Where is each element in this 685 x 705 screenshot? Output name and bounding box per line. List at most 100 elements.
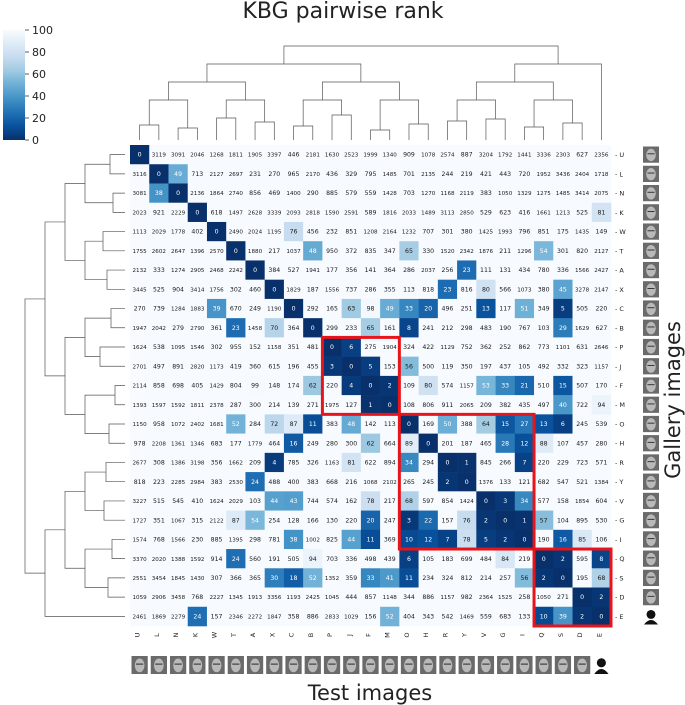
cell-value: 364 (384, 267, 396, 274)
heatmap-cell (283, 337, 304, 357)
heatmap-cell (380, 260, 400, 280)
cell-value: 443 (499, 171, 511, 178)
face-thumbnail (189, 656, 206, 674)
heatmap-cell (514, 529, 535, 550)
dendrogram-link (103, 500, 125, 521)
cell-value: 2127 (209, 172, 224, 178)
cell-value: 2602 (152, 249, 166, 255)
cell-value: 795 (365, 171, 377, 178)
cell-value: 1213 (556, 210, 571, 216)
face-thumbnail (643, 569, 659, 587)
cell-value: 444 (345, 594, 357, 601)
col-tick-label: I (518, 634, 526, 636)
heatmap-cell (437, 221, 458, 242)
heatmap-cell (380, 202, 400, 223)
cell-value: 40 (559, 402, 567, 409)
cell-value: 2 (445, 479, 449, 486)
face-thumbnail (643, 492, 659, 510)
cell-value: 434 (519, 267, 531, 274)
heatmap-cell (418, 414, 439, 434)
heatmap-cell (591, 568, 612, 588)
dendrogram-link (111, 539, 125, 560)
heatmap-cell (168, 241, 189, 261)
heatmap-cell (264, 433, 285, 454)
cell-value: 54 (540, 248, 548, 255)
heatmap-cell (245, 337, 265, 357)
cell-value: 2132 (132, 268, 146, 274)
heatmap-cell (206, 510, 227, 531)
cell-value: 1429 (209, 384, 224, 390)
heatmap-cell (457, 549, 477, 569)
cell-value: 422 (422, 344, 434, 351)
cell-value: 3 (330, 363, 334, 370)
dendrogram-link (475, 81, 554, 100)
cell-value: 384 (268, 267, 280, 274)
cell-value: 521 (576, 479, 588, 486)
heatmap-cell (264, 164, 285, 184)
heatmap-cell (226, 337, 246, 357)
cell-value: 0 (349, 363, 353, 370)
cell-value: 0 (580, 594, 584, 601)
heatmap-cell (476, 549, 496, 569)
heatmap-cell (437, 529, 458, 550)
heatmap-cell (437, 433, 458, 454)
heatmap-cell (149, 318, 169, 338)
heatmap-cell (476, 279, 496, 300)
row-tick-label: - U (615, 151, 624, 159)
cell-value: 439 (384, 556, 396, 563)
heatmap-cell (303, 298, 323, 319)
heatmap-cell (399, 375, 419, 396)
heatmap-cell (572, 568, 593, 588)
cell-value: 1268 (209, 153, 224, 159)
face-thumbnail (400, 656, 418, 674)
heatmap-cell (264, 472, 285, 492)
cell-value: 51 (520, 306, 528, 313)
heatmap-cell (437, 318, 458, 338)
heatmap-cell (341, 549, 362, 569)
cell-value: 2342 (460, 249, 474, 255)
cell-value: 369 (384, 537, 396, 544)
highlight-box (532, 547, 613, 628)
cell-value: 1869 (152, 614, 167, 620)
heatmap-cell (187, 395, 208, 415)
cell-value: 98 (367, 306, 375, 313)
cell-value: 11 (309, 421, 317, 428)
heatmap-cell (360, 202, 381, 223)
cell-value: 27 (520, 421, 528, 428)
cell-value: 886 (307, 613, 319, 620)
heatmap-cell (380, 183, 400, 204)
cell-value: 1274 (171, 268, 186, 274)
cell-value: 559 (480, 613, 492, 620)
cell-value: 2 (561, 556, 565, 563)
cell-value: 404 (403, 613, 415, 620)
cell-value: 1854 (575, 499, 590, 505)
heatmap-cell (380, 375, 400, 396)
heatmap-cell (572, 529, 593, 550)
heatmap-cell (553, 337, 573, 357)
heatmap-cell (130, 606, 150, 627)
cell-value: 525 (576, 209, 588, 216)
cell-value: 701 (403, 171, 415, 178)
heatmap-cell (360, 472, 381, 492)
heatmap-cell (283, 414, 304, 434)
cell-value: 286 (403, 267, 415, 274)
heatmap-cell (534, 491, 554, 511)
heatmap-cell (322, 472, 342, 492)
cell-value: 1068 (363, 480, 378, 486)
heatmap-cell (476, 395, 496, 415)
cell-value: 3081 (132, 191, 147, 197)
dendrogram-link (24, 298, 45, 574)
dendrogram-link (216, 117, 237, 140)
heatmap-cell (591, 356, 612, 377)
cell-value: 265 (403, 479, 415, 486)
cell-value: 220 (595, 306, 607, 313)
cell-value: 886 (422, 594, 434, 601)
colorbar: 0 20 40 60 80 100 (3, 24, 53, 147)
cell-value: 364 (288, 325, 300, 332)
cell-value: 1629 (575, 326, 590, 332)
cell-value: 1592 (190, 557, 204, 563)
heatmap-cell (380, 510, 400, 531)
heatmap-cell (495, 356, 516, 377)
heatmap-cell (495, 298, 516, 319)
